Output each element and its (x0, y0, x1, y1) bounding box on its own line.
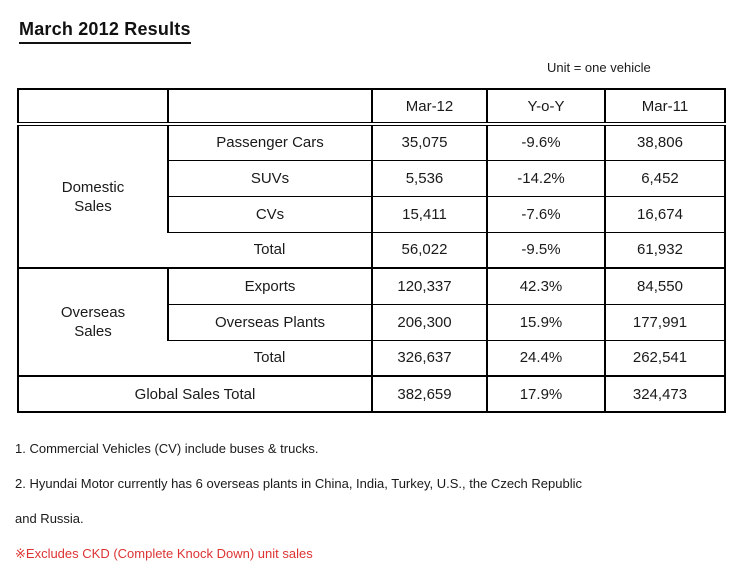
global-total-yoy: 17.9% (486, 375, 605, 412)
footnote-2-line1: 2. Hyundai Motor currently has 6 oversea… (15, 476, 582, 491)
group-domestic-sales: Domestic Sales (18, 123, 168, 268)
label-overseas-total: Total (168, 339, 372, 376)
suvs-yoy: -14.2% (486, 159, 605, 196)
suvs-mar12: 5,536 (371, 159, 487, 196)
results-table: Mar-12 Y-o-Y Mar-11 Domestic Sales Passe… (17, 88, 726, 413)
row-overseas-plants: Overseas Plants 206,300 15.9% 177,991 (18, 303, 725, 340)
footnote-2-line2: and Russia. (15, 511, 84, 526)
overseas-total-yoy: 24.4% (486, 339, 605, 376)
global-total-mar11: 324,473 (604, 375, 725, 412)
footnote-1: 1. Commercial Vehicles (CV) include buse… (15, 441, 319, 456)
overseas-plants-mar11: 177,991 (604, 303, 725, 340)
row-global-total: Global Sales Total 382,659 17.9% 324,473 (18, 375, 725, 412)
header-mar11: Mar-11 (604, 89, 725, 126)
exports-mar12: 120,337 (371, 267, 487, 304)
label-overseas-plants: Overseas Plants (167, 303, 372, 340)
row-overseas-total: Total 326,637 24.4% 262,541 (18, 339, 725, 376)
cvs-mar11: 16,674 (604, 195, 725, 232)
exports-mar11: 84,550 (604, 267, 725, 304)
row-passenger-cars: Domestic Sales Passenger Cars 35,075 -9.… (18, 123, 725, 268)
unit-note: Unit = one vehicle (547, 60, 651, 75)
row-suvs: SUVs 5,536 -14.2% 6,452 (18, 159, 725, 196)
label-domestic-total: Total (168, 231, 372, 268)
header-group-blank (18, 89, 168, 126)
row-domestic-total: Total 56,022 -9.5% 61,932 (18, 231, 725, 268)
page-title: March 2012 Results (19, 19, 191, 44)
passenger-cars-mar11: 38,806 (604, 123, 725, 160)
passenger-cars-mar12: 35,075 (371, 123, 487, 160)
group-overseas-sales-label: Overseas Sales (60, 304, 126, 340)
header-sub-blank (167, 89, 372, 126)
overseas-plants-mar12: 206,300 (371, 303, 487, 340)
overseas-plants-yoy: 15.9% (486, 303, 605, 340)
passenger-cars-yoy: -9.6% (486, 123, 605, 160)
label-suvs: SUVs (167, 159, 372, 196)
ckd-exclusion-note: ※Excludes CKD (Complete Knock Down) unit… (15, 546, 313, 561)
cvs-yoy: -7.6% (486, 195, 605, 232)
overseas-total-mar11: 262,541 (604, 339, 725, 376)
label-cvs: CVs (167, 195, 372, 232)
domestic-total-mar12: 56,022 (371, 231, 487, 268)
domestic-total-mar11: 61,932 (604, 231, 725, 268)
row-exports: Overseas Sales Exports 120,337 42.3% 84,… (18, 267, 725, 376)
group-domestic-sales-label: Domestic Sales (61, 178, 125, 215)
header-row: Mar-12 Y-o-Y Mar-11 (18, 89, 725, 126)
label-global-total: Global Sales Total (18, 375, 372, 412)
row-cvs: CVs 15,411 -7.6% 16,674 (18, 195, 725, 232)
cvs-mar12: 15,411 (371, 195, 487, 232)
exports-yoy: 42.3% (486, 267, 605, 304)
suvs-mar11: 6,452 (604, 159, 725, 196)
label-exports: Exports (167, 267, 372, 304)
header-yoy: Y-o-Y (486, 89, 605, 126)
domestic-total-yoy: -9.5% (486, 231, 605, 268)
footnotes: 1. Commercial Vehicles (CV) include buse… (15, 440, 582, 580)
header-mar12: Mar-12 (371, 89, 487, 126)
global-total-mar12: 382,659 (371, 375, 487, 412)
overseas-total-mar12: 326,637 (371, 339, 487, 376)
group-overseas-sales: Overseas Sales (18, 267, 168, 376)
label-passenger-cars: Passenger Cars (167, 123, 372, 160)
